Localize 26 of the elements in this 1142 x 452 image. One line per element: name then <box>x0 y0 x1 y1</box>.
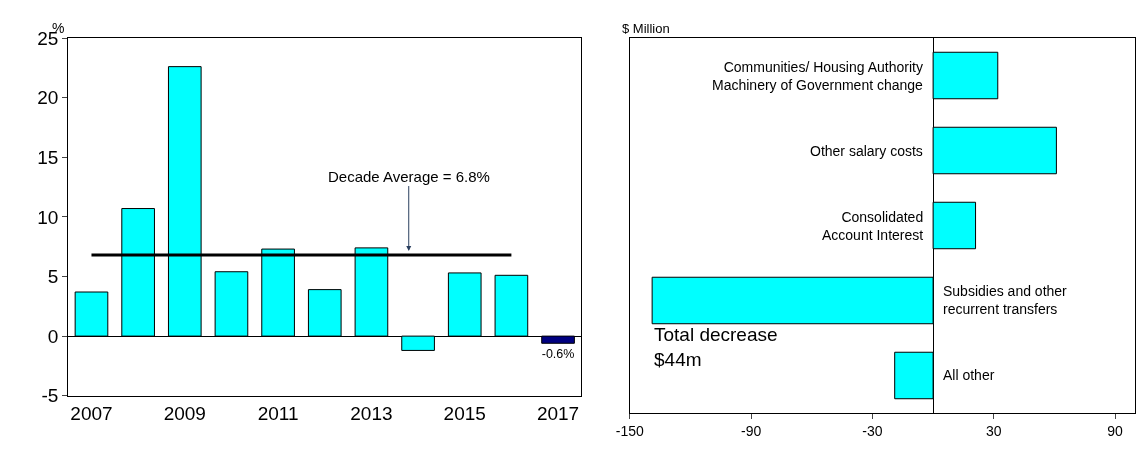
x-tick-label: 30 <box>985 422 1002 439</box>
y-tick-label: Consolidated Account Interest <box>822 209 924 244</box>
x-tick-label: -90 <box>741 422 762 439</box>
annotation: Total decrease $44m <box>654 324 778 370</box>
y-tick-label: -5 <box>41 385 59 407</box>
x-tick-label: 2013 <box>350 402 393 424</box>
y-tick-label: 15 <box>37 146 59 168</box>
x-tick-label: -30 <box>862 422 883 439</box>
y-tick-label: Subsidies and other recurrent transfers <box>943 283 1068 318</box>
y-tick-label: 0 <box>47 325 59 347</box>
y-tick-label: 5 <box>47 266 59 288</box>
x-axis-title: $ Million <box>622 21 670 36</box>
x-tick-label: 2015 <box>443 402 486 424</box>
y-tick-label: 20 <box>37 87 59 109</box>
x-tick-label: 90 <box>1107 422 1124 439</box>
x-tick-label: 2017 <box>536 402 580 424</box>
x-tick-label: -150 <box>615 422 645 439</box>
x-tick-label: 2007 <box>70 402 113 424</box>
x-tick-label: 2009 <box>163 402 206 424</box>
data-label: -0.6% <box>541 346 575 361</box>
annotation: Decade Average = 6.8% <box>328 168 490 185</box>
y-tick-label: Other salary costs <box>810 143 923 159</box>
y-tick-label: Communities/ Housing Authority Machinery of Government change <box>712 59 924 94</box>
y-tick-label: 10 <box>37 206 59 228</box>
y-tick-label: All other <box>943 367 995 383</box>
x-tick-label: 2011 <box>257 402 299 424</box>
